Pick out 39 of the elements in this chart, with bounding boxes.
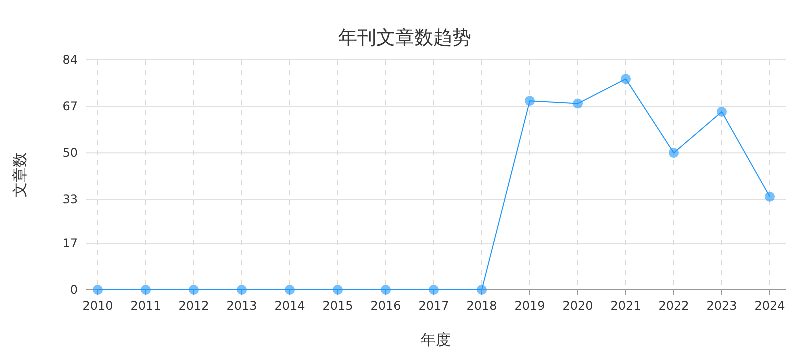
x-tick-label: 2015 <box>322 299 354 313</box>
x-tick-label: 2013 <box>226 299 258 313</box>
point <box>141 285 151 295</box>
x-tick-label: 2018 <box>466 299 498 313</box>
x-tick-label: 2024 <box>754 299 786 313</box>
x-tick-label: 2022 <box>658 299 690 313</box>
y-tick-label: 0 <box>70 283 78 297</box>
x-tick-label: 2020 <box>562 299 594 313</box>
point <box>237 285 247 295</box>
chart-title: 年刊文章数趋势 <box>338 27 472 49</box>
point <box>621 74 631 84</box>
point <box>669 148 679 158</box>
point <box>189 285 199 295</box>
point <box>429 285 439 295</box>
x-tick-label: 2019 <box>514 299 546 313</box>
x-tick-label: 2011 <box>130 299 162 313</box>
point <box>525 96 535 106</box>
point <box>717 107 727 118</box>
x-tick-label: 2021 <box>610 299 642 313</box>
y-tick-label: 50 <box>62 146 78 160</box>
x-tick-label: 2014 <box>274 299 306 313</box>
x-axis-title: 年度 <box>421 331 451 349</box>
y-tick-label: 33 <box>62 192 78 207</box>
point <box>333 285 343 295</box>
y-tick-label: 67 <box>62 100 78 114</box>
x-tick-label: 2012 <box>178 299 210 313</box>
x-tick-label: 2016 <box>370 299 402 313</box>
point <box>93 285 103 295</box>
point <box>573 98 583 109</box>
point <box>477 285 487 295</box>
point <box>381 285 391 295</box>
y-tick-label: 17 <box>62 236 78 250</box>
x-tick-label: 2017 <box>418 299 450 313</box>
y-axis-title: 文章数 <box>11 152 29 198</box>
y-tick-label: 84 <box>62 53 78 67</box>
x-tick-label: 2010 <box>82 299 114 313</box>
point <box>285 285 295 295</box>
point <box>765 192 775 202</box>
x-tick-label: 2023 <box>706 299 738 313</box>
